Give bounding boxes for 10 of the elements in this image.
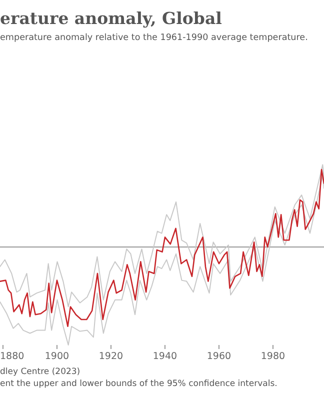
x-tick-label: 1900 bbox=[44, 351, 70, 362]
x-tick-label: 1980 bbox=[260, 351, 286, 362]
x-tick-label: 1940 bbox=[152, 351, 178, 362]
text: dley Centre (2023) bbox=[0, 367, 80, 377]
x-tick-label: 1920 bbox=[98, 351, 124, 362]
x-tick-label: 1960 bbox=[206, 351, 232, 362]
chart-title: erature anomaly, Global bbox=[0, 9, 222, 28]
text: ent the upper and lower bounds of the 95% confidence intervals. bbox=[0, 379, 278, 389]
chart-subtitle: emperature anomaly relative to the 1961-1990 average temperature. bbox=[0, 33, 308, 43]
x-tick-label: 1880 bbox=[0, 351, 24, 362]
